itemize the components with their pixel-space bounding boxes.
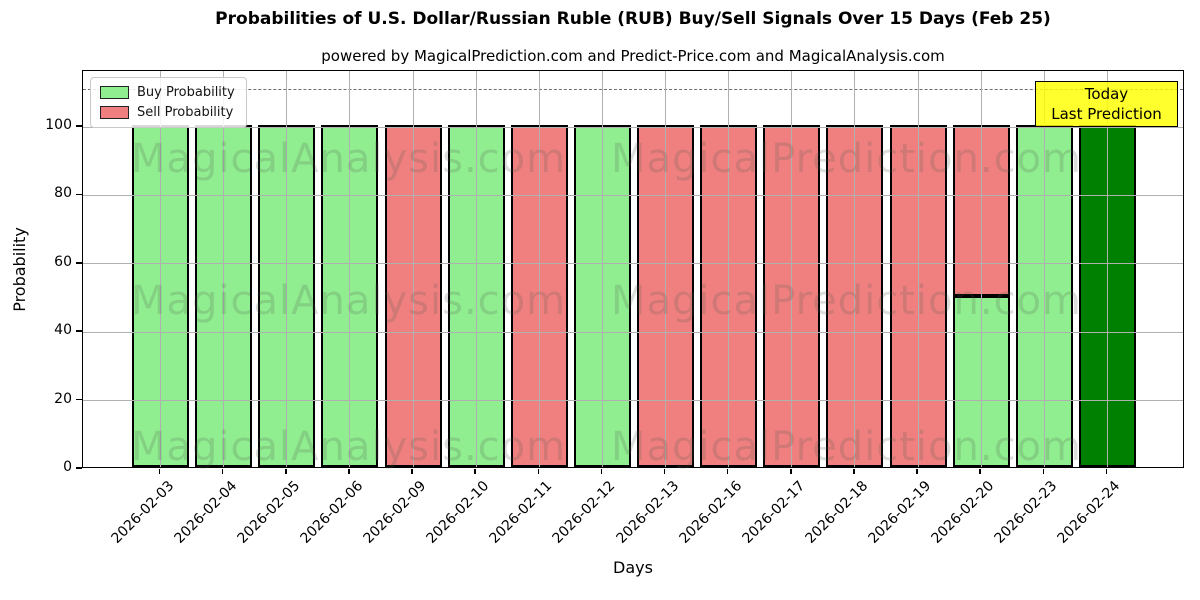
v-gridline <box>854 71 856 467</box>
y-tick-mark <box>76 125 82 127</box>
y-tick-mark <box>76 193 82 196</box>
y-tick-mark <box>76 330 82 332</box>
watermark-text: MagicalPrediction.com <box>611 424 1082 470</box>
x-tick-label: 2026-02-23 <box>991 478 1061 547</box>
x-tick-mark <box>221 469 224 474</box>
h-gridline <box>83 263 1183 265</box>
watermark-text: MagicalPrediction.com <box>611 278 1082 324</box>
y-tick-label: 100 <box>45 117 72 133</box>
y-tick-label: 80 <box>54 185 72 202</box>
legend-label: Sell Probability <box>137 105 234 120</box>
y-tick-mark <box>76 398 82 401</box>
x-tick-mark <box>853 469 855 474</box>
y-tick-label: 20 <box>54 390 72 407</box>
v-gridline <box>665 71 667 467</box>
v-gridline <box>412 71 414 467</box>
x-tick-mark <box>663 469 666 474</box>
x-tick-label: 2026-02-24 <box>1054 478 1124 547</box>
sell-swatch-icon <box>100 106 129 119</box>
y-tick-label: 0 <box>63 459 72 475</box>
x-axis-label: Days <box>613 558 653 577</box>
plot-area: Buy Probability Sell Probability Today L… <box>82 70 1184 470</box>
buy-swatch-icon <box>100 86 129 99</box>
x-tick-mark <box>411 469 413 474</box>
x-tick-mark <box>600 469 603 474</box>
v-gridline <box>538 71 540 467</box>
h-gridline <box>83 126 1183 128</box>
x-tick-mark <box>537 469 540 474</box>
h-gridline <box>83 194 1183 196</box>
v-gridline <box>349 71 351 467</box>
x-tick-label: 2026-02-13 <box>613 478 682 547</box>
x-tick-label: 2026-02-18 <box>802 478 872 547</box>
x-tick-mark <box>916 469 918 474</box>
chart-title: Probabilities of U.S. Dollar/Russian Rub… <box>215 9 1051 29</box>
legend: Buy Probability Sell Probability <box>90 77 247 128</box>
v-gridline <box>1043 71 1045 467</box>
v-gridline <box>475 71 477 467</box>
x-tick-label: 2026-02-16 <box>676 478 746 547</box>
watermark-text: MagicalAnalysis.com <box>131 424 567 470</box>
x-tick-mark <box>348 469 350 474</box>
v-gridline <box>286 71 288 467</box>
x-tick-mark <box>979 469 981 474</box>
x-tick-label: 2026-02-04 <box>171 478 240 547</box>
x-tick-label: 2026-02-19 <box>865 478 935 547</box>
v-gridline <box>601 71 603 467</box>
x-tick-mark <box>474 469 476 474</box>
v-gridline <box>980 71 982 467</box>
v-gridline <box>791 71 793 467</box>
x-tick-label: 2026-02-09 <box>360 478 430 547</box>
watermark-text: MagicalAnalysis.com <box>131 278 567 324</box>
watermark-text: MagicalPrediction.com <box>611 136 1082 182</box>
x-tick-label: 2026-02-20 <box>928 478 998 547</box>
x-tick-mark <box>1042 469 1045 474</box>
y-tick-label: 40 <box>54 322 72 339</box>
x-tick-mark <box>790 469 792 474</box>
x-tick-mark <box>285 469 287 474</box>
x-tick-label: 2026-02-12 <box>549 478 619 547</box>
v-gridline <box>728 71 730 467</box>
legend-label: Buy Probability <box>137 85 235 100</box>
x-tick-mark <box>726 469 729 474</box>
y-tick-label: 60 <box>54 253 72 270</box>
annotation-line-2: Last Prediction <box>1051 105 1162 123</box>
annotation-line-1: Today <box>1084 85 1129 103</box>
x-tick-label: 2026-02-06 <box>297 478 367 547</box>
v-gridline <box>160 71 161 467</box>
v-gridline <box>917 71 919 467</box>
x-tick-mark <box>158 469 161 474</box>
v-gridline <box>1106 71 1108 467</box>
x-tick-label: 2026-02-11 <box>486 478 556 547</box>
x-tick-label: 2026-02-03 <box>107 478 177 547</box>
watermark-text: MagicalAnalysis.com <box>131 136 567 182</box>
h-gridline <box>83 400 1183 402</box>
chart-subtitle: powered by MagicalPrediction.com and Pre… <box>321 47 945 65</box>
legend-item-buy: Buy Probability <box>100 85 235 100</box>
today-annotation-box: Today Last Prediction <box>1035 81 1178 127</box>
y-tick-mark <box>76 262 82 264</box>
v-gridline <box>223 71 225 467</box>
x-tick-label: 2026-02-10 <box>423 478 493 547</box>
x-tick-label: 2026-02-05 <box>234 478 304 547</box>
dashed-reference-line <box>83 89 1183 91</box>
legend-item-sell: Sell Probability <box>100 105 235 120</box>
h-gridline <box>83 331 1183 333</box>
x-tick-mark <box>1105 469 1108 474</box>
y-tick-mark <box>76 467 82 469</box>
x-tick-label: 2026-02-17 <box>739 478 809 547</box>
